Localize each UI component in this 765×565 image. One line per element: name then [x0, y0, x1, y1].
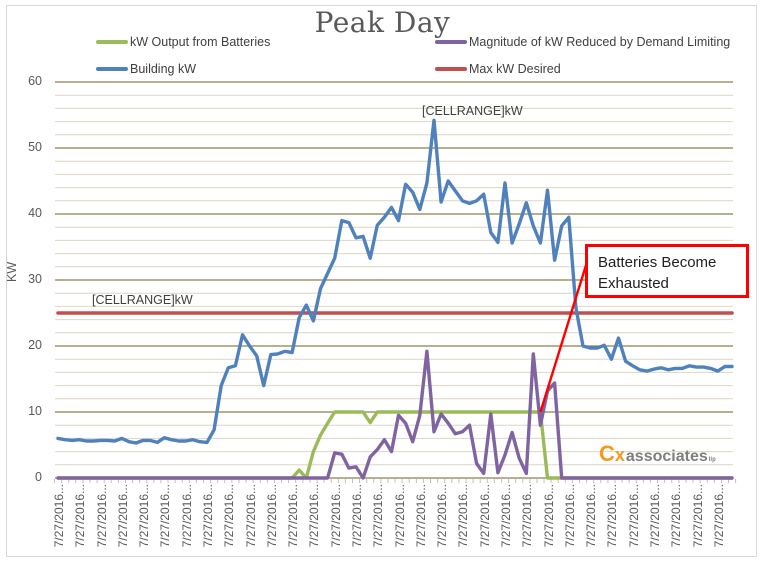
x-tick-label: 7/27/2016... — [115, 484, 130, 548]
callout-line-1: Batteries Become — [598, 254, 717, 271]
x-tick-label: 7/27/2016... — [200, 484, 215, 548]
legend-item-max: Max kW Desired — [435, 62, 561, 76]
legend-swatch-blue — [96, 67, 128, 71]
x-tick-label: 7/27/2016... — [541, 484, 556, 548]
y-tick-0: 0 — [35, 470, 42, 484]
demand-limiting-line — [56, 349, 734, 480]
x-tick-label: 7/27/2016... — [222, 484, 237, 548]
y-tick-20: 20 — [28, 338, 42, 352]
x-tick-label: 7/27/2016... — [179, 484, 194, 548]
legend-swatch-purple — [435, 40, 467, 44]
x-tick-label: 7/27/2016... — [392, 484, 407, 548]
legend-item-building: Building kW — [96, 62, 196, 76]
callout-pointer-line — [539, 261, 589, 413]
x-tick-label: 7/27/2016... — [264, 484, 279, 548]
x-tick-label: 7/27/2016... — [307, 484, 322, 548]
x-tick-label: 7/27/2016... — [243, 484, 258, 548]
legend-label: kW Output from Batteries — [130, 35, 271, 49]
x-tick-label: 7/27/2016... — [435, 484, 450, 548]
logo-c: C — [599, 441, 615, 466]
chart-title: Peak Day — [314, 6, 451, 39]
y-tick-30: 30 — [28, 272, 42, 286]
x-tick-label: 7/27/2016... — [498, 484, 513, 548]
peak-data-label: [CELLRANGE]kW — [422, 104, 523, 118]
x-axis-labels: 7/27/2016... 7/27/2016... 7/27/2016... 7/27… — [0, 484, 765, 554]
x-tick-label: 7/27/2016... — [158, 484, 173, 548]
x-tick-label: 7/27/2016... — [626, 484, 641, 548]
legend-item-batteries: kW Output from Batteries — [96, 35, 270, 49]
x-tick-label: 7/27/2016... — [328, 484, 343, 548]
x-tick-label: 7/27/2016... — [137, 484, 152, 548]
x-tick-label: 7/27/2016... — [584, 484, 599, 548]
x-tick-label: 7/27/2016... — [52, 484, 66, 548]
x-tick-label: 7/27/2016... — [477, 484, 492, 548]
x-tick-label: 7/27/2016... — [520, 484, 535, 548]
cx-associates-logo: C x associates llp — [599, 441, 716, 467]
x-tick-label: 7/27/2016... — [349, 484, 364, 548]
logo-text: associates — [625, 448, 708, 465]
x-tick-label: 7/27/2016... — [286, 484, 301, 548]
x-tick-label: 7/27/2016... — [371, 484, 386, 548]
x-tick-label: 7/27/2016... — [73, 484, 88, 548]
y-tick-60: 60 — [28, 74, 42, 88]
x-tick-label: 7/27/2016... — [413, 484, 428, 548]
x-tick-label: 7/27/2016... — [690, 484, 705, 548]
x-tick-label: 7/27/2016... — [711, 484, 726, 548]
batteries-exhausted-callout: Batteries Become Exhausted — [585, 244, 749, 298]
legend-label: Magnitude of kW Reduced by Demand Limiti… — [469, 35, 731, 49]
logo-x: x — [614, 445, 625, 465]
y-tick-40: 40 — [28, 206, 42, 220]
legend-label: Building kW — [130, 62, 196, 76]
legend-swatch-red — [435, 67, 467, 71]
legend-label: Max kW Desired — [469, 62, 561, 76]
logo-suffix: llp — [708, 457, 716, 463]
building-kw-line — [56, 118, 734, 445]
legend-item-demand-limiting: Magnitude of kW Reduced by Demand Limiti… — [435, 35, 730, 49]
x-tick-label: 7/27/2016... — [94, 484, 109, 548]
x-tick-label: 7/27/2016... — [562, 484, 577, 548]
x-tick-label: 7/27/2016... — [647, 484, 662, 548]
legend-swatch-green — [96, 40, 128, 44]
x-tick-label: 7/27/2016... — [456, 484, 471, 548]
max-data-label: [CELLRANGE]kW — [92, 293, 193, 307]
y-tick-10: 10 — [28, 404, 42, 418]
y-tick-50: 50 — [28, 140, 42, 154]
x-tick-label: 7/27/2016... — [669, 484, 684, 548]
callout-line-2: Exhausted — [598, 275, 669, 292]
x-tick-label: 7/27/2016... — [605, 484, 620, 548]
